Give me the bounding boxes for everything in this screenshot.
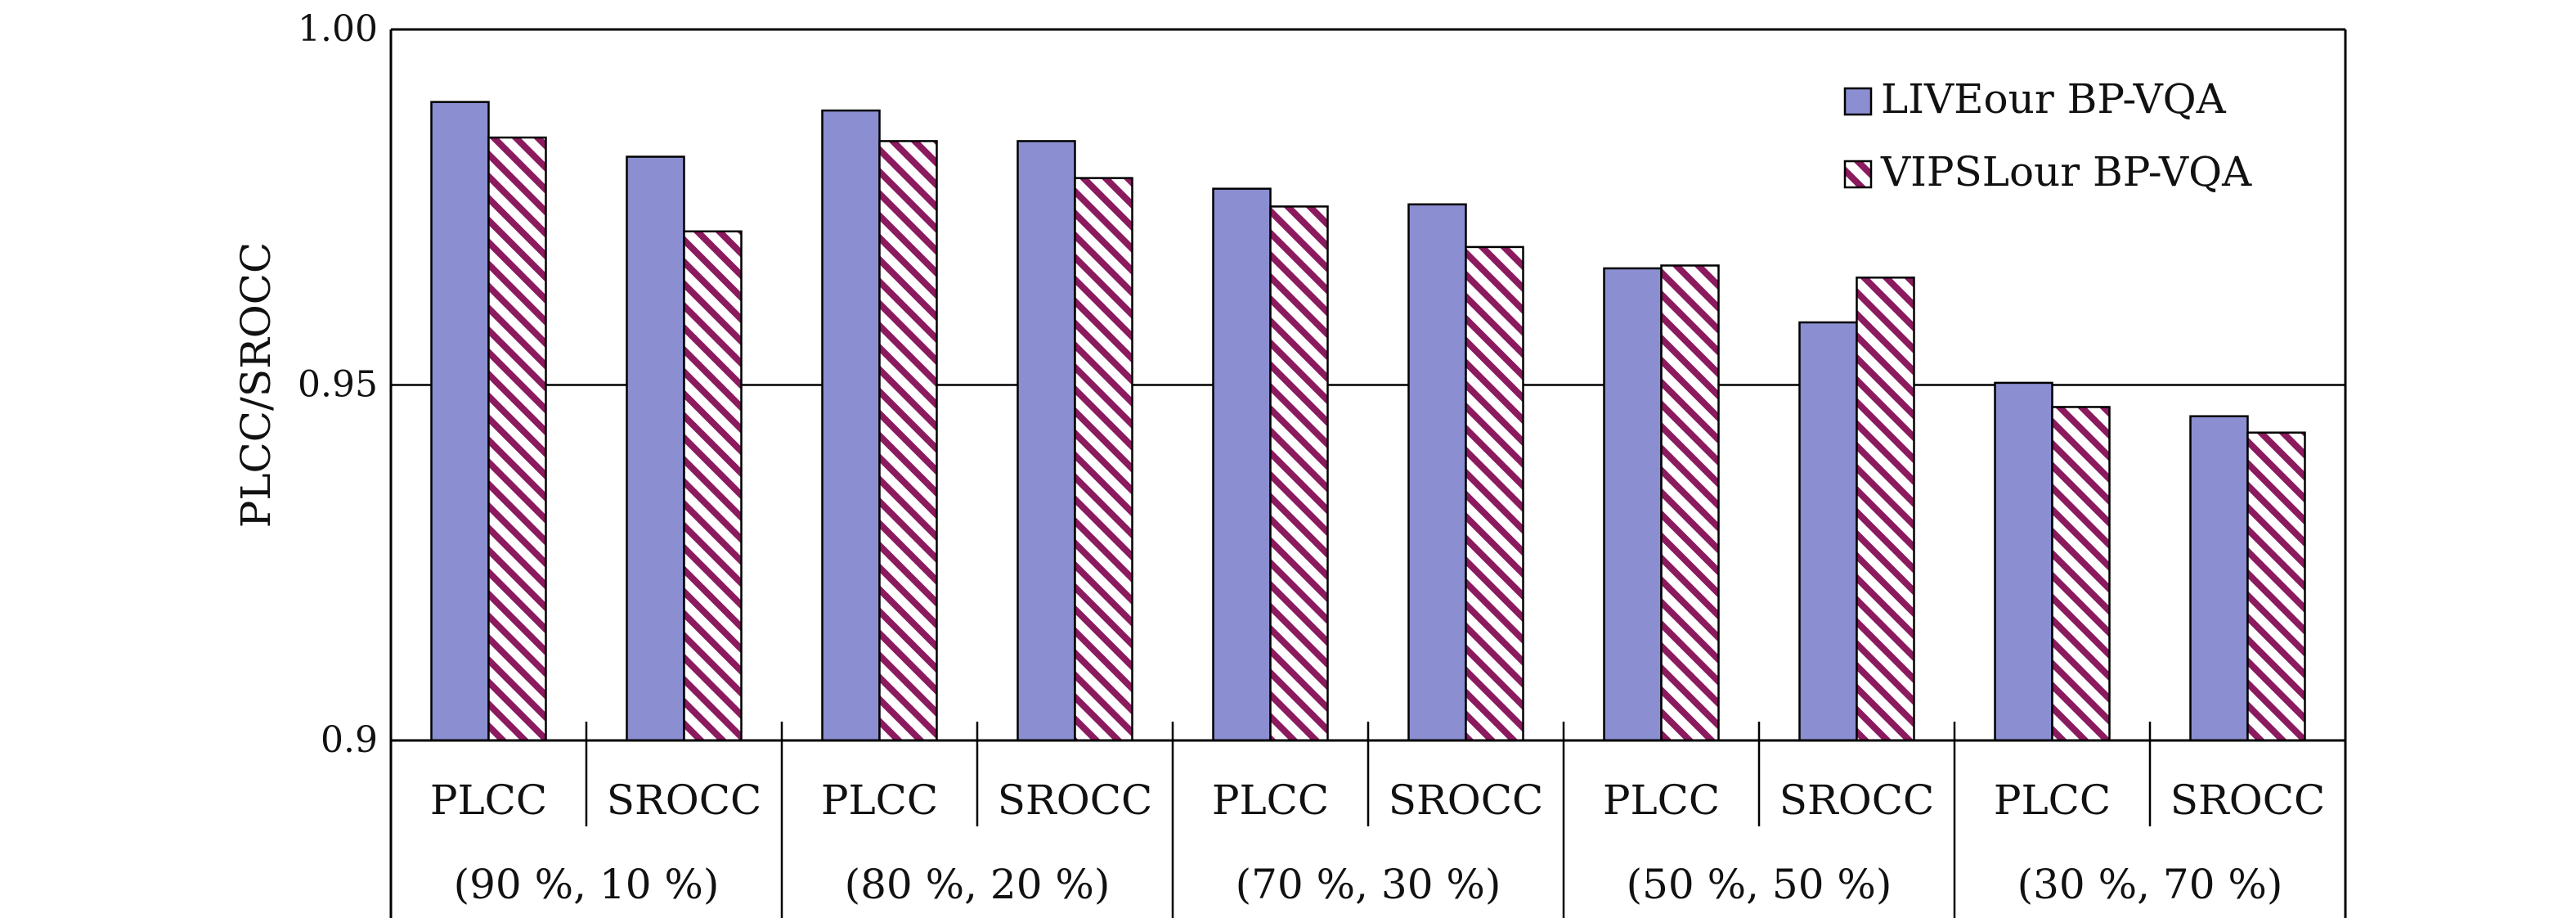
- bar-vipsl: [1856, 277, 1915, 742]
- y-tick-label: 0.95: [298, 364, 378, 406]
- bar-live: [1994, 381, 2053, 742]
- bar-vipsl: [1465, 245, 1524, 742]
- bar-vipsl: [683, 230, 743, 742]
- x-category-label: SROCC: [1389, 776, 1543, 824]
- bar-live: [430, 101, 490, 742]
- x-category-label: PLCC: [821, 776, 938, 824]
- bar-live: [2189, 415, 2249, 742]
- x-category-label: SROCC: [998, 776, 1152, 824]
- legend-label: LIVEour BP-VQA: [1881, 75, 2227, 123]
- y-axis-title: PLCC/SROCC: [232, 242, 280, 529]
- x-group-label: (30 %, 70 %): [2017, 861, 2283, 908]
- bar-vipsl: [1074, 177, 1133, 742]
- bar-live: [1603, 267, 1663, 742]
- x-category-label: SROCC: [607, 776, 761, 824]
- x-category-label: PLCC: [430, 776, 547, 824]
- x-group-label: (90 %, 10 %): [454, 861, 720, 908]
- x-category-label: SROCC: [2170, 776, 2325, 824]
- legend-swatch: [1843, 87, 1873, 116]
- legend: LIVEour BP-VQA VIPSLour BP-VQA: [1843, 75, 2252, 196]
- bar-live: [1407, 203, 1467, 742]
- x-category-label: PLCC: [1212, 776, 1329, 824]
- bar-vipsl: [1269, 205, 1329, 742]
- legend-swatch: [1843, 160, 1873, 189]
- bar-live: [821, 109, 881, 742]
- labels: 0.9 0.95 1.00 PLCC SROCC PLCC SROCC PLCC SROCC PL…: [232, 8, 2325, 908]
- y-tick-label: 1.00: [298, 8, 378, 50]
- bar-vipsl: [2051, 406, 2111, 742]
- bar-vipsl: [1660, 264, 1720, 742]
- legend-label: VIPSLour BP-VQA: [1880, 148, 2252, 196]
- bar-vipsl: [2246, 431, 2306, 742]
- bar-vipsl: [878, 140, 938, 742]
- bar-live: [626, 155, 685, 742]
- x-group-label: (80 %, 20 %): [845, 861, 1111, 908]
- x-group-label: (50 %, 50 %): [1627, 861, 1892, 908]
- axes: [389, 28, 2347, 918]
- bar-live: [1798, 321, 1858, 742]
- bar-live: [1016, 140, 1076, 742]
- y-tick-label: 0.9: [321, 719, 378, 761]
- bars: [430, 101, 2306, 742]
- x-group-label: (70 %, 30 %): [1236, 861, 1501, 908]
- x-category-label: PLCC: [1603, 776, 1720, 824]
- bar-vipsl: [487, 136, 547, 742]
- x-category-label: SROCC: [1779, 776, 1934, 824]
- bar-live: [1212, 187, 1272, 742]
- x-category-label: PLCC: [1994, 776, 2111, 824]
